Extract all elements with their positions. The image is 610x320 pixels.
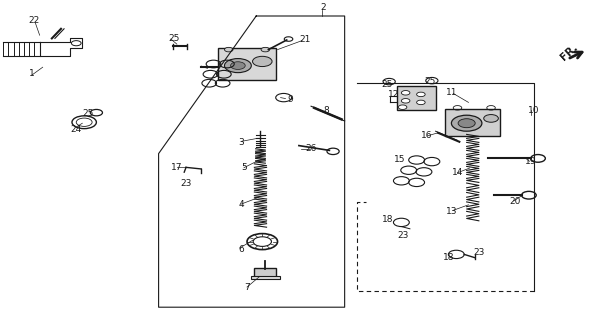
- Circle shape: [401, 99, 410, 103]
- Text: 5: 5: [241, 164, 247, 172]
- Text: FR.: FR.: [558, 42, 579, 62]
- Text: 14: 14: [452, 168, 463, 177]
- Circle shape: [417, 92, 425, 97]
- Text: 21: 21: [300, 36, 310, 44]
- Text: 11: 11: [446, 88, 457, 97]
- FancyBboxPatch shape: [445, 109, 500, 136]
- Text: 7: 7: [244, 284, 250, 292]
- Text: 26: 26: [306, 144, 317, 153]
- Text: 20: 20: [510, 197, 521, 206]
- Text: 25: 25: [83, 109, 94, 118]
- Circle shape: [253, 56, 272, 67]
- Circle shape: [224, 59, 251, 73]
- Text: 24: 24: [71, 125, 82, 134]
- Text: 23: 23: [181, 180, 192, 188]
- Text: 13: 13: [446, 207, 457, 216]
- Text: 19: 19: [525, 157, 536, 166]
- Circle shape: [398, 105, 407, 109]
- Circle shape: [417, 100, 425, 105]
- Circle shape: [231, 62, 245, 69]
- Circle shape: [484, 115, 498, 122]
- Circle shape: [451, 115, 482, 131]
- Text: 18: 18: [443, 253, 454, 262]
- Text: 6: 6: [238, 245, 244, 254]
- Circle shape: [224, 47, 233, 52]
- Text: 16: 16: [422, 132, 432, 140]
- Circle shape: [261, 47, 270, 52]
- Text: 10: 10: [528, 106, 539, 115]
- Text: 8: 8: [323, 106, 329, 115]
- FancyBboxPatch shape: [218, 48, 276, 80]
- Text: 17: 17: [171, 164, 182, 172]
- Circle shape: [401, 91, 410, 95]
- Text: 18: 18: [382, 215, 393, 224]
- Text: 1: 1: [29, 69, 35, 78]
- FancyBboxPatch shape: [396, 86, 436, 110]
- FancyBboxPatch shape: [251, 276, 280, 279]
- FancyBboxPatch shape: [254, 268, 276, 277]
- Text: 23: 23: [397, 231, 408, 240]
- Text: 4: 4: [238, 200, 244, 209]
- Circle shape: [458, 119, 475, 128]
- Text: 12: 12: [388, 90, 399, 99]
- Text: 25: 25: [168, 34, 179, 43]
- Text: 25: 25: [382, 80, 393, 89]
- Text: 3: 3: [238, 138, 244, 147]
- Text: 22: 22: [28, 16, 39, 25]
- Text: 2: 2: [320, 4, 326, 12]
- Text: 9: 9: [287, 95, 293, 104]
- Text: 15: 15: [394, 156, 405, 164]
- Text: 23: 23: [473, 248, 484, 257]
- Text: 25: 25: [425, 77, 436, 86]
